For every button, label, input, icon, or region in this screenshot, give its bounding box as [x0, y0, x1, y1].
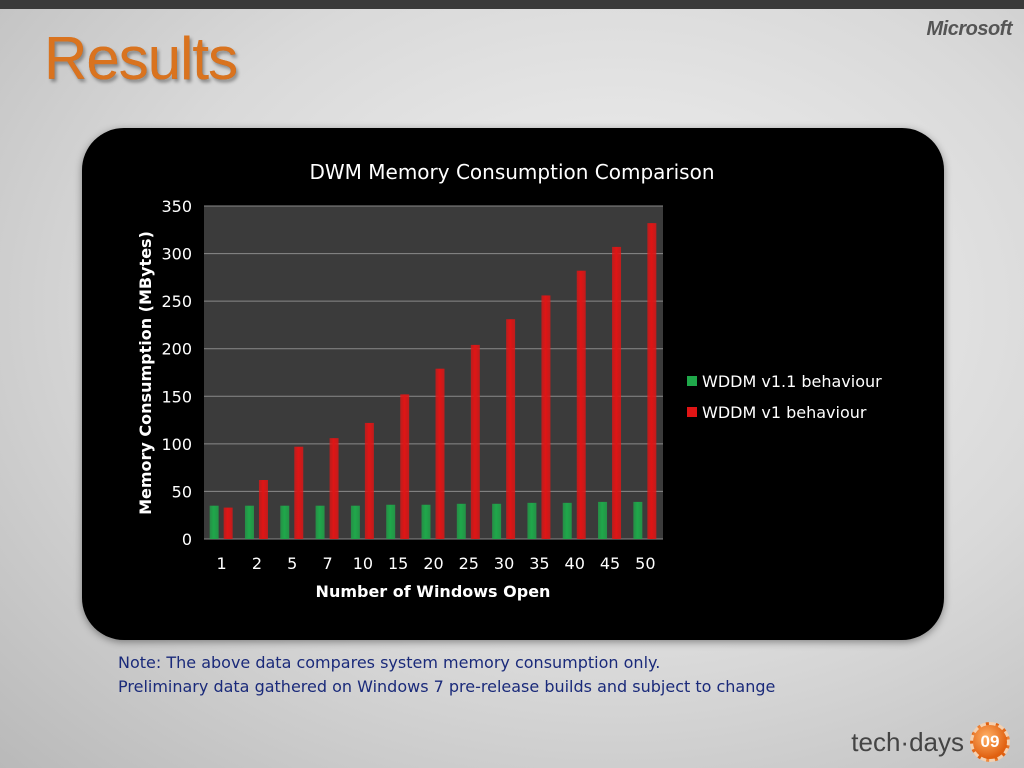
x-tick-label: 30 [494, 554, 514, 573]
x-tick-label: 15 [388, 554, 408, 573]
legend-swatch [687, 376, 697, 386]
bar-wddm-v1-1-40 [562, 502, 572, 539]
bar-wddm-v1-1-10 [350, 505, 360, 539]
x-axis-label: Number of Windows Open [316, 582, 551, 601]
top-bar [0, 0, 1024, 9]
bar-wddm-v1-45 [612, 246, 622, 539]
y-tick-label: 350 [161, 197, 192, 216]
x-tick-label: 40 [565, 554, 585, 573]
bar-wddm-v1-1-50 [633, 501, 643, 539]
bar-wddm-v1-30 [506, 319, 516, 539]
bar-wddm-v1-35 [541, 295, 551, 539]
bar-wddm-v1-1-25 [456, 503, 466, 539]
footer-badge: 09 [970, 722, 1010, 762]
y-tick-label: 50 [172, 482, 192, 501]
x-tick-label: 35 [529, 554, 549, 573]
legend-swatch [687, 407, 697, 417]
microsoft-logo: Microsoft [926, 18, 1013, 40]
bar-wddm-v1-1-30 [492, 503, 502, 539]
bar-wddm-v1-10 [364, 422, 374, 539]
bar-chart: DWM Memory Consumption Comparison 0 50 100… [136, 160, 882, 601]
bar-wddm-v1-1-15 [386, 504, 396, 539]
bar-wddm-v1-1-2 [244, 505, 254, 539]
note-line-1: Note: The above data compares system mem… [118, 653, 661, 672]
x-tick-label: 50 [635, 554, 655, 573]
chart-title: DWM Memory Consumption Comparison [309, 160, 714, 184]
x-tick-label: 1 [217, 554, 227, 573]
bar-wddm-v1-2 [258, 480, 268, 539]
bar-wddm-v1-5 [294, 446, 304, 539]
y-tick-label: 300 [161, 245, 192, 264]
note-line-2: Preliminary data gathered on Windows 7 p… [118, 677, 776, 696]
bar-wddm-v1-40 [576, 270, 586, 539]
footnote: Note: The above data compares system mem… [118, 651, 775, 699]
footer-brand-text: tech·days [851, 726, 964, 757]
bar-wddm-v1-7 [329, 438, 339, 539]
bar-wddm-v1-1-45 [598, 501, 608, 539]
y-tick-label: 0 [182, 530, 192, 549]
y-tick-label: 250 [161, 292, 192, 311]
legend-label: WDDM v1 behaviour [702, 403, 867, 422]
bar-wddm-v1-15 [400, 394, 410, 539]
bar-wddm-v1-50 [647, 223, 657, 539]
chart-legend: WDDM v1.1 behaviour WDDM v1 behaviour [687, 372, 882, 422]
bar-wddm-v1-1-5 [280, 505, 290, 539]
x-tick-label: 20 [423, 554, 443, 573]
x-tick-label: 7 [322, 554, 332, 573]
y-axis-label: Memory Consumption (MBytes) [136, 231, 155, 515]
x-tick-label: 2 [252, 554, 262, 573]
bar-wddm-v1-25 [470, 344, 480, 539]
bar-wddm-v1-1-35 [527, 502, 537, 539]
x-tick-label: 45 [600, 554, 620, 573]
x-tick-label: 10 [353, 554, 373, 573]
techdays-logo: tech·days 09 [851, 722, 1010, 762]
bar-wddm-v1-1 [223, 507, 233, 539]
plot-area [204, 206, 663, 539]
y-tick-label: 150 [161, 387, 192, 406]
legend-label: WDDM v1.1 behaviour [702, 372, 882, 391]
bar-wddm-v1-1-7 [315, 505, 325, 539]
bar-wddm-v1-20 [435, 368, 445, 539]
slide-title: Results [44, 25, 238, 92]
bar-wddm-v1-1-20 [421, 504, 431, 539]
x-tick-label: 25 [459, 554, 479, 573]
x-tick-label: 5 [287, 554, 297, 573]
bar-wddm-v1-1-1 [209, 505, 219, 539]
y-tick-label: 200 [161, 340, 192, 359]
chart-panel: DWM Memory Consumption Comparison 0 50 100… [82, 128, 944, 640]
y-tick-label: 100 [161, 435, 192, 454]
